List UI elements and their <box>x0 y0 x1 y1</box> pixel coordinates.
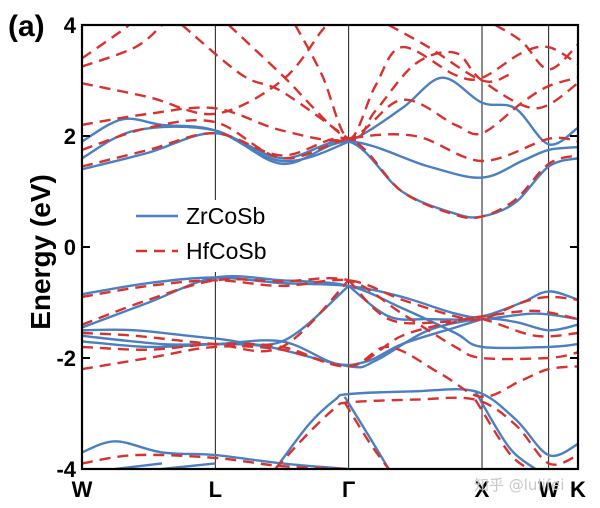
zrcosb-band-0 <box>82 440 349 469</box>
x-tick-label-4: W <box>538 477 559 502</box>
hfcosb-band-2 <box>343 401 390 469</box>
y-tick-label: 2 <box>64 124 76 149</box>
zrcosb-band-10 <box>82 284 350 347</box>
zrcosb-band-13 <box>82 125 578 179</box>
hfcosb-band-14 <box>82 25 163 68</box>
hfcosb-band-3 <box>474 398 530 469</box>
hfcosb-band-17 <box>294 25 578 140</box>
hfcosb-band-7 <box>82 278 578 322</box>
hfcosb-band-12 <box>82 76 578 142</box>
hfcosb-band-19 <box>388 25 510 83</box>
zrcosb-band-4 <box>343 396 390 469</box>
hfcosb-band-20 <box>494 25 578 71</box>
hfcosb-band-16 <box>227 25 578 142</box>
hfcosb-band-1 <box>274 396 578 469</box>
y-tick-label: 0 <box>64 235 76 260</box>
panel-label: (a) <box>8 10 45 43</box>
y-axis-label: Energy (eV) <box>25 174 56 330</box>
x-tick-label-5: K <box>570 477 586 502</box>
series-hfcosb <box>82 25 578 469</box>
legend-label-hfcosb: HfCoSb <box>186 238 267 264</box>
zrcosb-band-8 <box>82 274 578 350</box>
zrcosb-band-5 <box>474 390 537 469</box>
legend-background <box>136 200 296 272</box>
hfcosb-band-5 <box>82 316 578 368</box>
hfcosb-band-0 <box>82 453 349 469</box>
x-tick-label-0: W <box>72 477 93 502</box>
y-tick-label: 4 <box>64 13 77 38</box>
y-tick-label: -2 <box>56 346 76 371</box>
zrcosb-band-7 <box>82 317 483 367</box>
hfcosb-band-11 <box>82 119 578 163</box>
bands-layer <box>82 25 578 469</box>
hfcosb-band-13 <box>82 25 330 116</box>
legend-label-zrcosb: ZrCoSb <box>186 203 265 229</box>
zrcosb-band-3 <box>274 387 578 469</box>
hfcosb-band-10 <box>82 131 578 220</box>
hfcosb-band-18 <box>181 25 350 140</box>
x-tick-label-1: L <box>209 477 222 502</box>
hfcosb-band-6 <box>82 276 578 361</box>
hfcosb-band-8 <box>82 279 350 353</box>
hfcosb-band-4 <box>82 345 578 399</box>
series-zrcosb <box>82 76 578 469</box>
hfcosb-band-9 <box>347 279 578 325</box>
watermark-text: 知乎 @lulifei <box>474 476 564 494</box>
x-tick-label-2: Γ <box>342 477 355 502</box>
y-tick-label: -4 <box>56 457 76 482</box>
zrcosb-band-11 <box>347 284 578 321</box>
x-tick-label-3: X <box>475 477 490 502</box>
legend: ZrCoSb HfCoSb <box>136 200 296 272</box>
